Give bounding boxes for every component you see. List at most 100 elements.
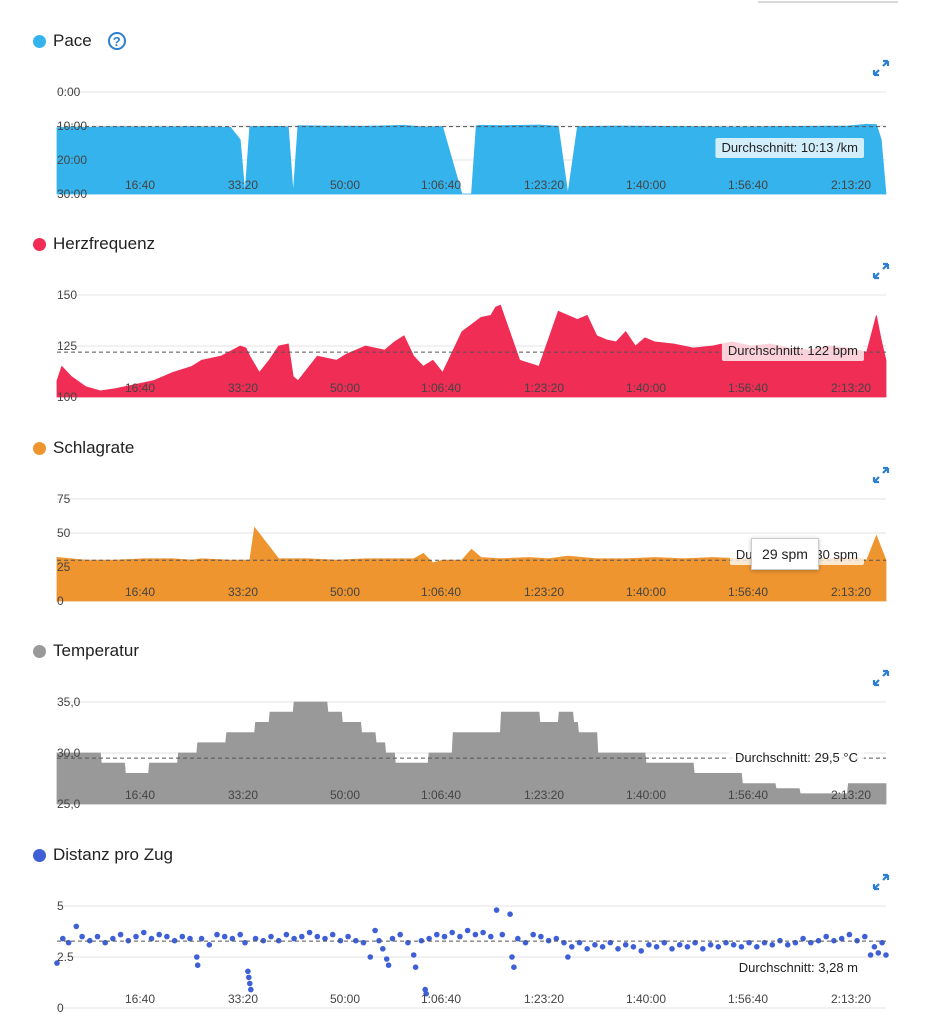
hover-tooltip: 29 spm — [751, 538, 819, 570]
stroke-rate-title-row: Schlagrate — [33, 436, 134, 460]
distance-per-stroke-point — [615, 946, 621, 952]
heart-rate-x-tick-label: 2:13:20 — [831, 381, 871, 395]
distance-per-stroke-point — [646, 942, 652, 948]
stroke-rate-x-tick-label: 1:40:00 — [626, 585, 666, 599]
pace-title: Pace — [53, 31, 92, 50]
distance-per-stroke-point — [423, 990, 430, 997]
distance-per-stroke-legend-dot — [33, 848, 46, 862]
distance-per-stroke-point — [584, 946, 590, 952]
distance-per-stroke-average-label: Durchschnitt: 3,28 m — [739, 960, 858, 975]
expand-icon[interactable] — [872, 669, 890, 687]
distance-per-stroke-point — [472, 931, 479, 938]
distance-per-stroke-point — [622, 942, 629, 948]
stroke-rate-x-tick-label: 1:06:40 — [421, 585, 461, 599]
expand-icon[interactable] — [872, 59, 890, 77]
distance-per-stroke-y-tick-label: 2.5 — [57, 950, 74, 964]
heart-rate-x-tick-label: 1:23:20 — [524, 381, 564, 395]
pace-x-tick-label: 1:23:20 — [524, 178, 564, 192]
distance-per-stroke-point — [800, 935, 806, 942]
pace-chart: 0:00 10:00 20:00 30:00 16:40 33:20 50:00 1:06:4… — [56, 85, 887, 201]
expand-icon[interactable] — [872, 873, 890, 891]
top-edge-control — [758, 0, 898, 3]
distance-per-stroke-point — [784, 942, 791, 948]
distance-per-stroke-point — [511, 964, 517, 970]
pace-y-tick-label: 10:00 — [57, 119, 87, 133]
distance-per-stroke-point — [60, 935, 66, 942]
expand-icon[interactable] — [872, 466, 890, 484]
stroke-rate-x-tick-label: 50:00 — [330, 585, 360, 599]
distance-per-stroke-point — [754, 944, 760, 950]
heart-rate-x-tick-label: 50:00 — [330, 381, 360, 395]
temperature-y-tick-label: 25,0 — [57, 797, 81, 811]
pace-series-area — [56, 123, 887, 195]
distance-per-stroke-point — [206, 942, 213, 948]
pace-x-tick-label: 1:56:40 — [728, 178, 768, 192]
heart-rate-x-tick-label: 1:56:40 — [728, 381, 768, 395]
temperature-legend-dot — [33, 644, 46, 658]
distance-per-stroke-point — [229, 935, 236, 942]
distance-per-stroke-point — [314, 933, 321, 940]
stroke-rate-panel: Schlagrate 0 25 50 75 16:40 33:20 50:00 1:06:40… — [0, 407, 935, 610]
stroke-rate-x-tick-label: 1:23:20 — [524, 585, 564, 599]
temperature-y-tick-label: 35,0 — [57, 695, 81, 709]
distance-per-stroke-point — [831, 937, 837, 944]
distance-per-stroke-point — [141, 929, 147, 936]
pace-y-tick-label: 20:00 — [57, 153, 87, 167]
help-icon[interactable]: ? — [107, 32, 126, 50]
pace-x-tick-label: 50:00 — [330, 178, 360, 192]
distance-per-stroke-point — [299, 933, 305, 940]
distance-per-stroke-point — [449, 929, 456, 936]
distance-per-stroke-x-tick-label: 1:23:20 — [524, 992, 564, 1006]
distance-per-stroke-x-tick-label: 50:00 — [330, 992, 360, 1006]
distance-per-stroke-point — [715, 944, 722, 950]
distance-per-stroke-point — [194, 954, 200, 960]
distance-per-stroke-title: Distanz pro Zug — [53, 845, 173, 864]
distance-per-stroke-point — [248, 986, 254, 993]
distance-per-stroke-point — [638, 948, 644, 954]
stroke-rate-chart: 0 25 50 75 16:40 33:20 50:00 1:06:40 1:23:20 1:40… — [56, 492, 887, 608]
distance-per-stroke-point — [871, 944, 878, 950]
distance-per-stroke-point — [345, 933, 351, 940]
distance-per-stroke-title-row: Distanz pro Zug — [33, 843, 173, 867]
distance-per-stroke-point — [179, 933, 186, 940]
distance-per-stroke-point — [630, 944, 637, 950]
distance-per-stroke-point — [245, 968, 251, 975]
distance-per-stroke-point — [599, 944, 606, 950]
distance-per-stroke-point — [730, 942, 737, 948]
stroke-rate-x-tick-label: 2:13:20 — [831, 585, 871, 599]
temperature-x-tick-label: 1:40:00 — [626, 788, 666, 802]
distance-per-stroke-point — [246, 974, 252, 981]
distance-per-stroke-point — [367, 954, 374, 960]
pace-legend-dot — [33, 34, 46, 48]
heart-rate-legend-dot — [33, 237, 46, 251]
distance-per-stroke-point — [669, 946, 675, 952]
stroke-rate-x-tick-label: 1:56:40 — [728, 585, 768, 599]
temperature-x-tick-label: 16:40 — [125, 788, 155, 802]
heart-rate-y-tick-label: 125 — [57, 339, 77, 353]
distance-per-stroke-point — [291, 935, 297, 942]
distance-per-stroke-point — [883, 952, 889, 958]
heart-rate-x-tick-label: 1:06:40 — [421, 381, 461, 395]
distance-per-stroke-point — [565, 954, 571, 960]
distance-per-stroke-x-tick-label: 1:40:00 — [626, 992, 666, 1006]
distance-per-stroke-point — [653, 944, 660, 950]
expand-icon[interactable] — [872, 262, 890, 280]
heart-rate-chart: 100 125 150 16:40 33:20 50:00 1:06:40 1:23:20 1:… — [56, 288, 887, 404]
pace-x-tick-label: 2:13:20 — [831, 178, 871, 192]
pace-x-tick-label: 16:40 — [125, 178, 155, 192]
temperature-x-tick-label: 1:23:20 — [524, 788, 564, 802]
distance-per-stroke-point — [397, 931, 404, 938]
distance-per-stroke-point — [426, 935, 432, 942]
stroke-rate-legend-dot — [33, 441, 46, 455]
distance-per-stroke-point — [480, 929, 486, 936]
distance-per-stroke-point — [553, 935, 560, 942]
distance-per-stroke-point — [507, 911, 513, 917]
pace-average-label: Durchschnitt: 10:13 /km — [721, 140, 858, 155]
heart-rate-y-tick-label: 150 — [57, 288, 77, 302]
distance-per-stroke-point — [148, 935, 155, 942]
distance-per-stroke-point — [676, 942, 683, 948]
distance-per-stroke-point — [515, 935, 521, 942]
temperature-title-row: Temperatur — [33, 639, 139, 663]
stroke-rate-title: Schlagrate — [53, 438, 135, 457]
stroke-rate-y-tick-label: 50 — [57, 526, 71, 540]
